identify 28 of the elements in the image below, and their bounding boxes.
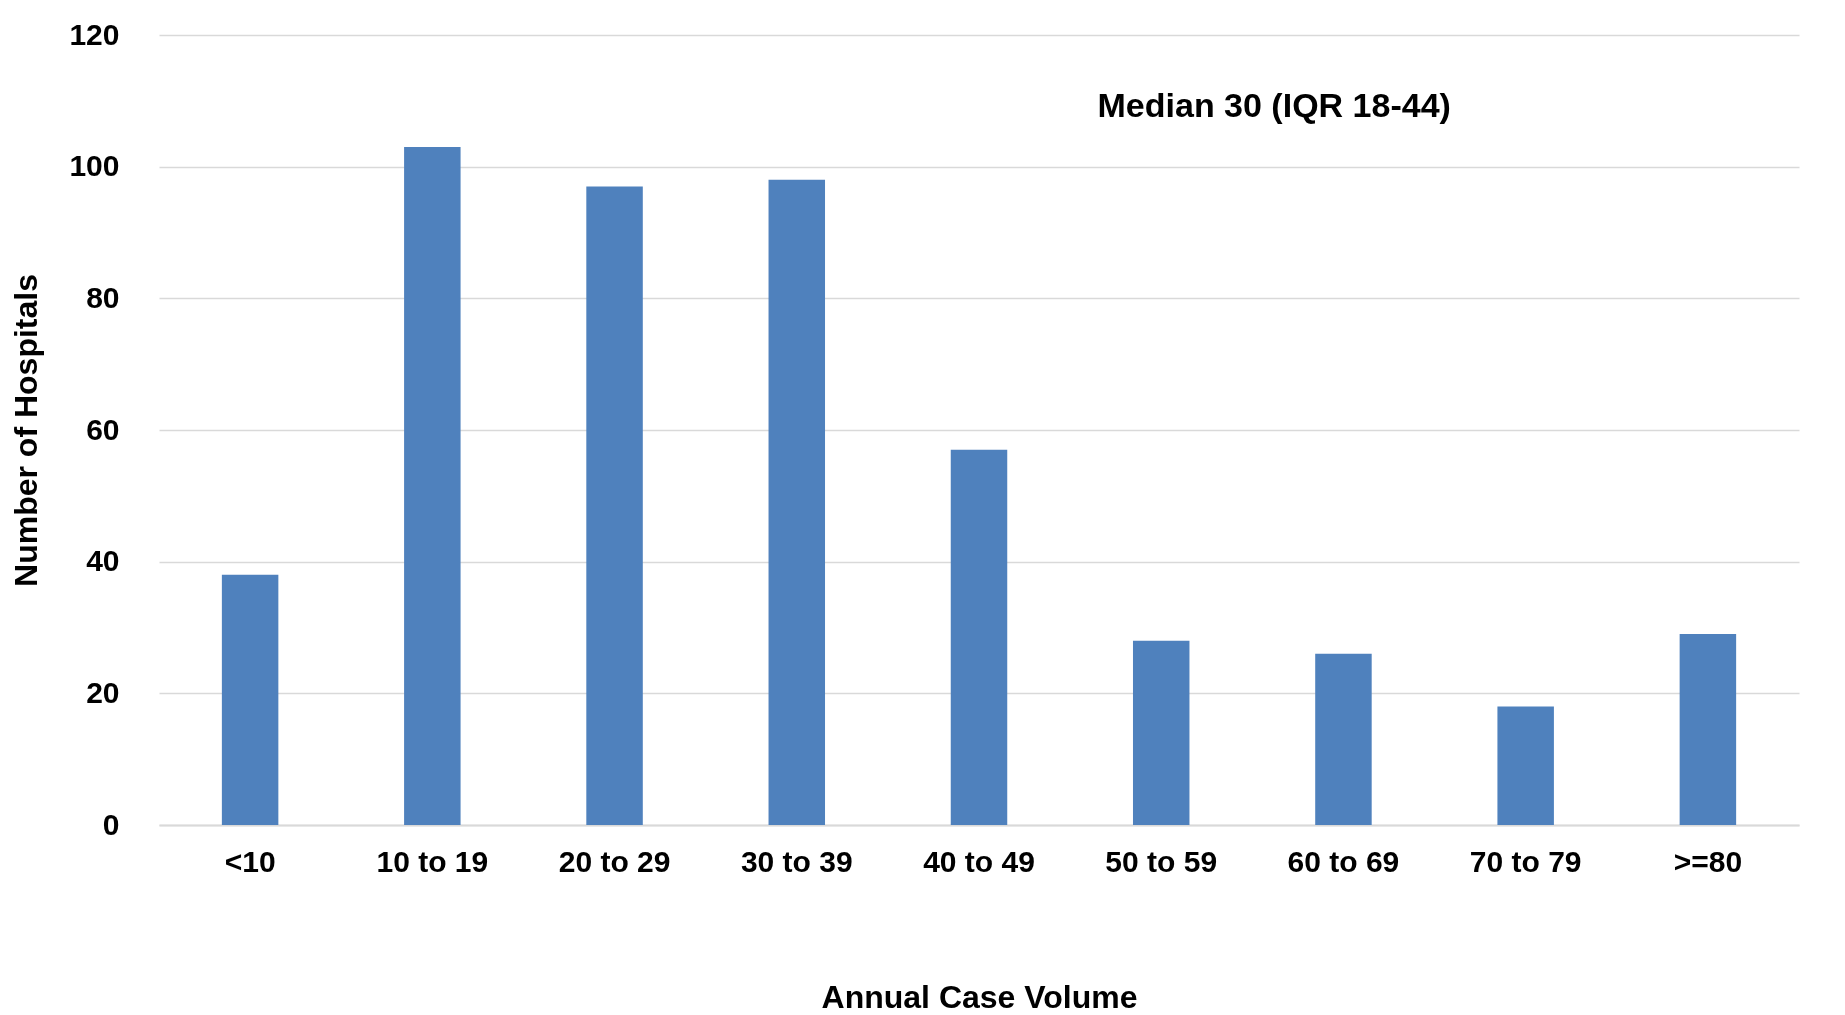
y-tick-label: 120: [69, 17, 120, 51]
bar: [221, 574, 279, 825]
y-tick-label: 0: [102, 807, 120, 841]
y-tick-label: 100: [69, 149, 120, 183]
y-axis-title: Number of Hospitals: [8, 274, 45, 587]
bar: [768, 179, 826, 825]
y-tick-label: 20: [86, 675, 120, 709]
bar: [950, 449, 1008, 825]
x-tick-label: 70 to 79: [1469, 844, 1582, 878]
y-tick-label: 60: [86, 412, 120, 446]
annotation: Median 30 (IQR 18-44): [1097, 86, 1451, 124]
x-tick-label: 40 to 49: [923, 844, 1035, 878]
bar: [1679, 634, 1737, 825]
y-tick-label: 80: [86, 280, 120, 314]
x-tick-label: >=80: [1673, 844, 1743, 878]
x-tick-label: 30 to 39: [740, 844, 853, 878]
bar: [1315, 653, 1372, 825]
bar: [586, 186, 643, 825]
bar: [404, 146, 461, 825]
x-tick-label: 10 to 19: [376, 844, 489, 878]
x-tick-label: <10: [224, 844, 276, 878]
bar: [1132, 640, 1190, 825]
x-axis-title: Annual Case Volume: [821, 978, 1138, 1015]
x-tick-label: 20 to 29: [558, 844, 671, 878]
bar: [1497, 706, 1554, 825]
x-tick-label: 60 to 69: [1287, 844, 1400, 878]
y-tick-label: 40: [86, 544, 120, 578]
x-tick-label: 50 to 59: [1105, 844, 1218, 878]
